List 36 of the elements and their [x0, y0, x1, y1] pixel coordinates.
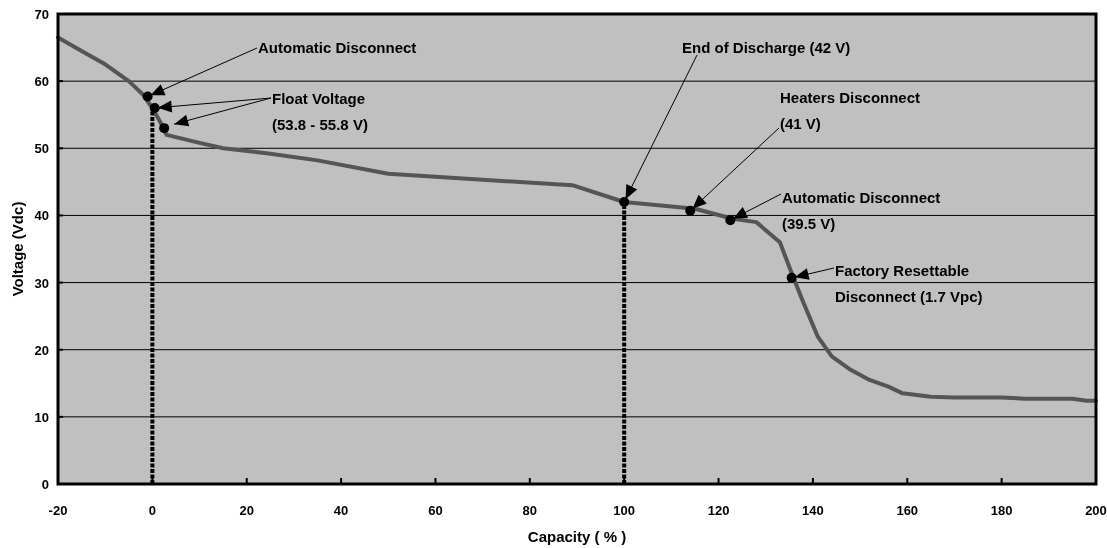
y-tick-label: 60 [34, 74, 49, 90]
annotation: Automatic Disconnect (39.5 V) [782, 189, 941, 232]
point [725, 215, 736, 226]
y-tick-label: 20 [34, 342, 49, 358]
point [149, 103, 160, 113]
x-tick-label: 180 [990, 503, 1013, 518]
point [142, 91, 153, 102]
y-tick-label: 30 [34, 275, 49, 291]
x-tick-label: 100 [613, 503, 636, 518]
annotation: End of Discharge (42 V) [682, 39, 851, 56]
x-tick-label: 0 [148, 503, 156, 518]
y-tick-label: 70 [34, 7, 49, 22]
x-tick-label: 20 [239, 503, 254, 518]
annotation: Automatic Disconnect [258, 39, 417, 56]
y-tick-label: 0 [41, 477, 49, 492]
x-axis-title: Capacity ( % ) [527, 528, 627, 545]
annotation: Factory Resettable Disconnect (1.7 Vpc) [835, 262, 983, 305]
point [619, 197, 630, 207]
annotation: Heaters Disconnect (41 V) [780, 89, 921, 132]
point [685, 205, 696, 216]
line-series [56, 35, 1098, 403]
x-tick-label: 80 [522, 503, 538, 518]
point [159, 123, 170, 134]
x-tick-label: 40 [333, 503, 349, 518]
y-tick-label: 40 [34, 208, 49, 224]
y-tick-label: 50 [34, 141, 49, 157]
point [786, 272, 797, 283]
x-tick-label: 120 [707, 503, 730, 518]
x-tick-label: 160 [896, 503, 919, 518]
x-tick-label: 200 [1085, 503, 1107, 518]
annotation: Float Voltage (53.8 - 55.8 V) [272, 90, 368, 133]
y-tick-label: 10 [34, 409, 49, 425]
x-tick-label: 60 [428, 503, 443, 518]
x-tick-label: -20 [48, 503, 68, 518]
y-axis-title: Voltage (Vdc) [9, 201, 26, 297]
x-tick-label: 140 [802, 503, 824, 518]
